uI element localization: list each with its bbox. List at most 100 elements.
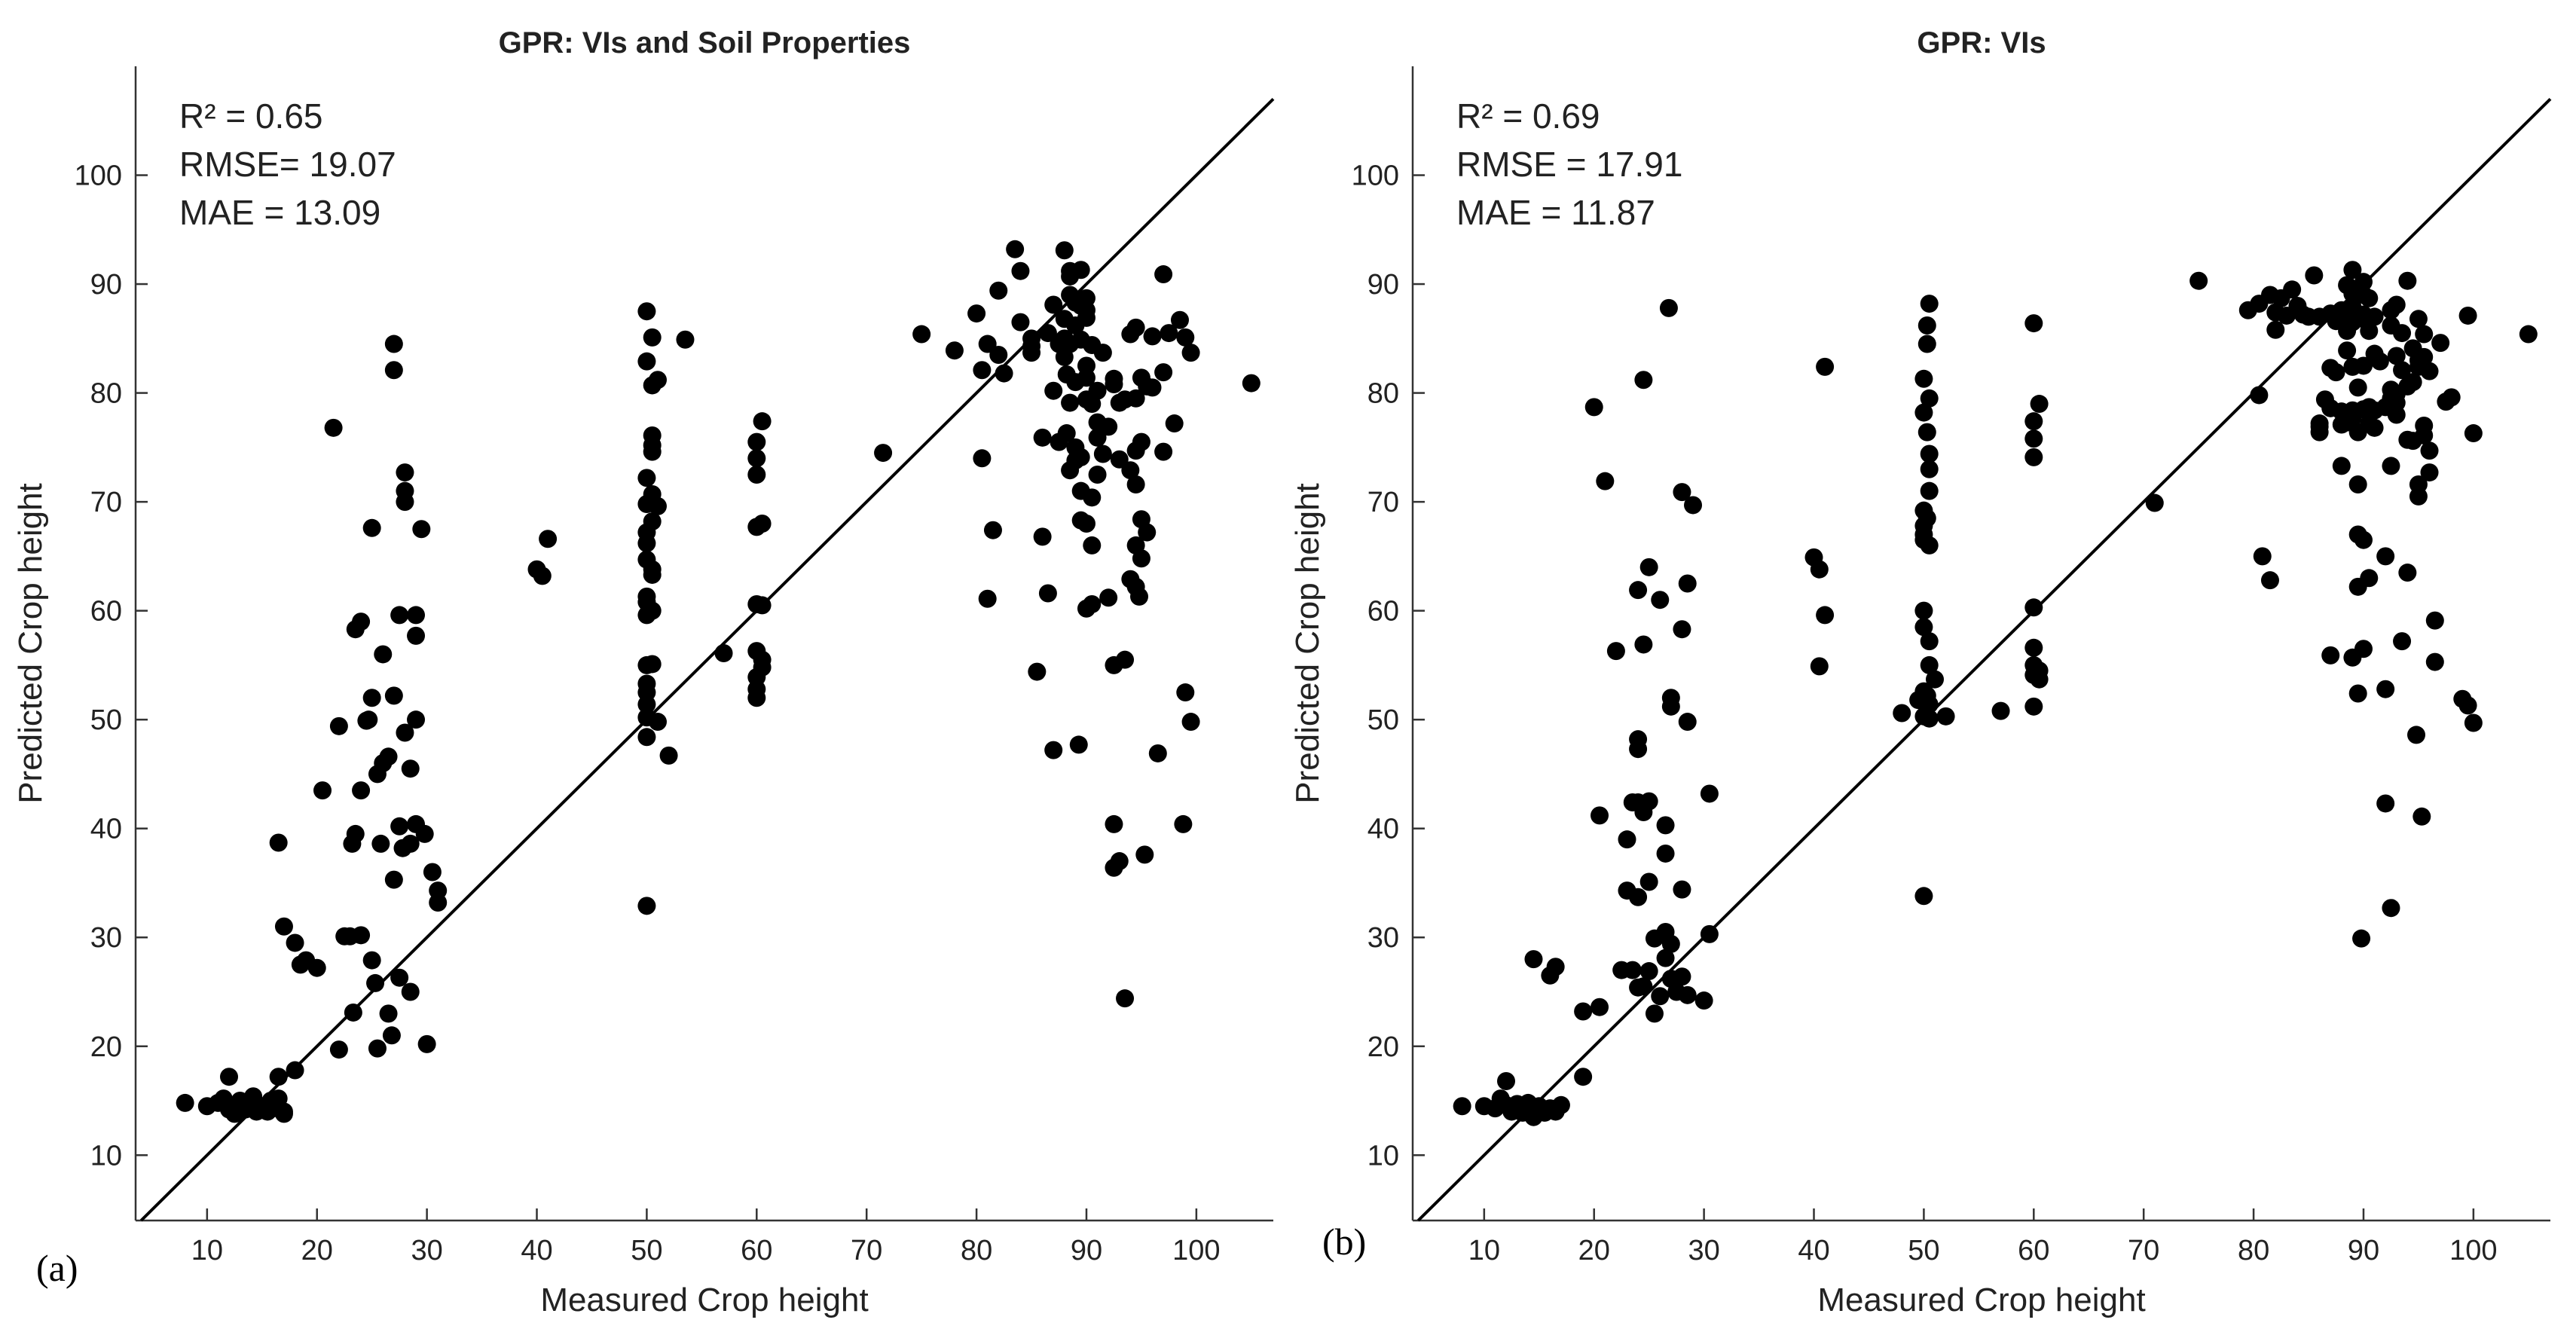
y-tick-label: 80 (1367, 378, 1399, 410)
data-point (747, 465, 766, 484)
data-point (1028, 662, 1047, 681)
data-point (1038, 324, 1057, 343)
data-point (1110, 852, 1129, 871)
data-point (2024, 598, 2043, 617)
data-point (1011, 313, 1030, 331)
data-point (1917, 423, 1936, 441)
panel-label: (a) (36, 1247, 78, 1289)
x-tick-label: 10 (191, 1235, 223, 1266)
scatter-panel-a: GPR: VIs and Soil Properties (a) Measure… (12, 26, 1275, 1318)
data-point (352, 781, 371, 800)
data-point (1700, 784, 1719, 803)
data-point (1132, 432, 1150, 451)
data-point (1143, 327, 1162, 346)
data-point (1138, 523, 1157, 542)
data-point (1810, 560, 1829, 579)
data-point (1651, 987, 1670, 1006)
data-point (1126, 475, 1145, 493)
data-point (2189, 271, 2208, 290)
data-point (659, 746, 678, 765)
data-point (244, 1087, 263, 1106)
r2-stat: R² = 0.69 (1456, 96, 1600, 136)
data-point (2348, 684, 2367, 703)
data-point (313, 781, 332, 800)
data-point (2260, 571, 2279, 590)
data-point (1574, 1068, 1593, 1086)
data-point (2338, 341, 2357, 360)
data-point (2283, 280, 2302, 299)
data-point (1659, 298, 1678, 317)
data-point (2420, 463, 2439, 482)
data-point (1497, 1072, 1516, 1091)
data-point (366, 973, 385, 992)
data-point (2365, 307, 2384, 326)
data-point (1174, 814, 1193, 833)
data-point (643, 512, 662, 531)
data-point (2458, 696, 2477, 715)
data-point (1105, 814, 1123, 833)
data-point (973, 361, 992, 380)
data-point (2413, 807, 2431, 826)
data-point (1639, 872, 1658, 891)
data-point (2425, 652, 2444, 671)
data-point (176, 1093, 194, 1112)
data-point (1061, 393, 1080, 412)
data-point (1055, 241, 1074, 260)
data-point (1639, 962, 1658, 981)
r2-stat: R² = 0.65 (179, 96, 323, 136)
data-point (1656, 949, 1675, 967)
data-point (753, 412, 772, 431)
data-point (2343, 261, 2362, 280)
data-point (2458, 306, 2477, 325)
data-point (643, 328, 662, 347)
data-point (2398, 564, 2417, 582)
data-point (1176, 328, 1195, 347)
data-point (648, 713, 667, 732)
data-point (1810, 657, 1829, 676)
data-point (2431, 334, 2450, 353)
data-point (1920, 295, 1939, 313)
one-to-one-line (1416, 97, 2552, 1222)
data-point (1920, 655, 1939, 674)
data-point (2420, 441, 2439, 460)
data-point (1044, 295, 1063, 314)
data-point (1160, 324, 1178, 343)
x-tick-label: 50 (1908, 1235, 1939, 1266)
data-point (1634, 635, 1653, 654)
data-point (1694, 991, 1713, 1010)
data-point (1154, 363, 1173, 382)
data-point (286, 933, 304, 952)
data-point (1914, 601, 1933, 620)
data-point (747, 432, 766, 451)
data-point (231, 1095, 249, 1114)
data-point (1920, 389, 1939, 408)
data-point (1678, 985, 1697, 1004)
data-point (1126, 318, 1145, 337)
rmse-stat: RMSE = 17.91 (1456, 145, 1682, 184)
data-point (401, 834, 420, 853)
data-point (2354, 530, 2373, 549)
data-point (1083, 594, 1102, 613)
y-tick-label: 90 (90, 269, 122, 301)
data-point (2382, 457, 2400, 475)
data-point (1038, 584, 1057, 603)
data-point (1148, 744, 1167, 762)
data-point (978, 589, 997, 608)
data-point (1920, 481, 1939, 500)
data-point (1044, 381, 1063, 400)
x-tick-label: 30 (411, 1235, 442, 1266)
data-point (2387, 295, 2406, 314)
data-point (2253, 547, 2272, 566)
y-tick-label: 20 (1367, 1031, 1399, 1063)
chart-title: GPR: VIs and Soil Properties (499, 26, 911, 60)
data-point (396, 723, 414, 742)
y-tick-label: 50 (1367, 704, 1399, 736)
data-point (1920, 460, 1939, 478)
data-point (989, 281, 1008, 300)
data-point (1143, 378, 1162, 397)
data-point (1936, 707, 1955, 726)
data-point (1126, 389, 1145, 408)
mae-stat: MAE = 13.09 (179, 193, 380, 232)
data-point (1639, 792, 1658, 811)
data-point (1165, 414, 1184, 433)
